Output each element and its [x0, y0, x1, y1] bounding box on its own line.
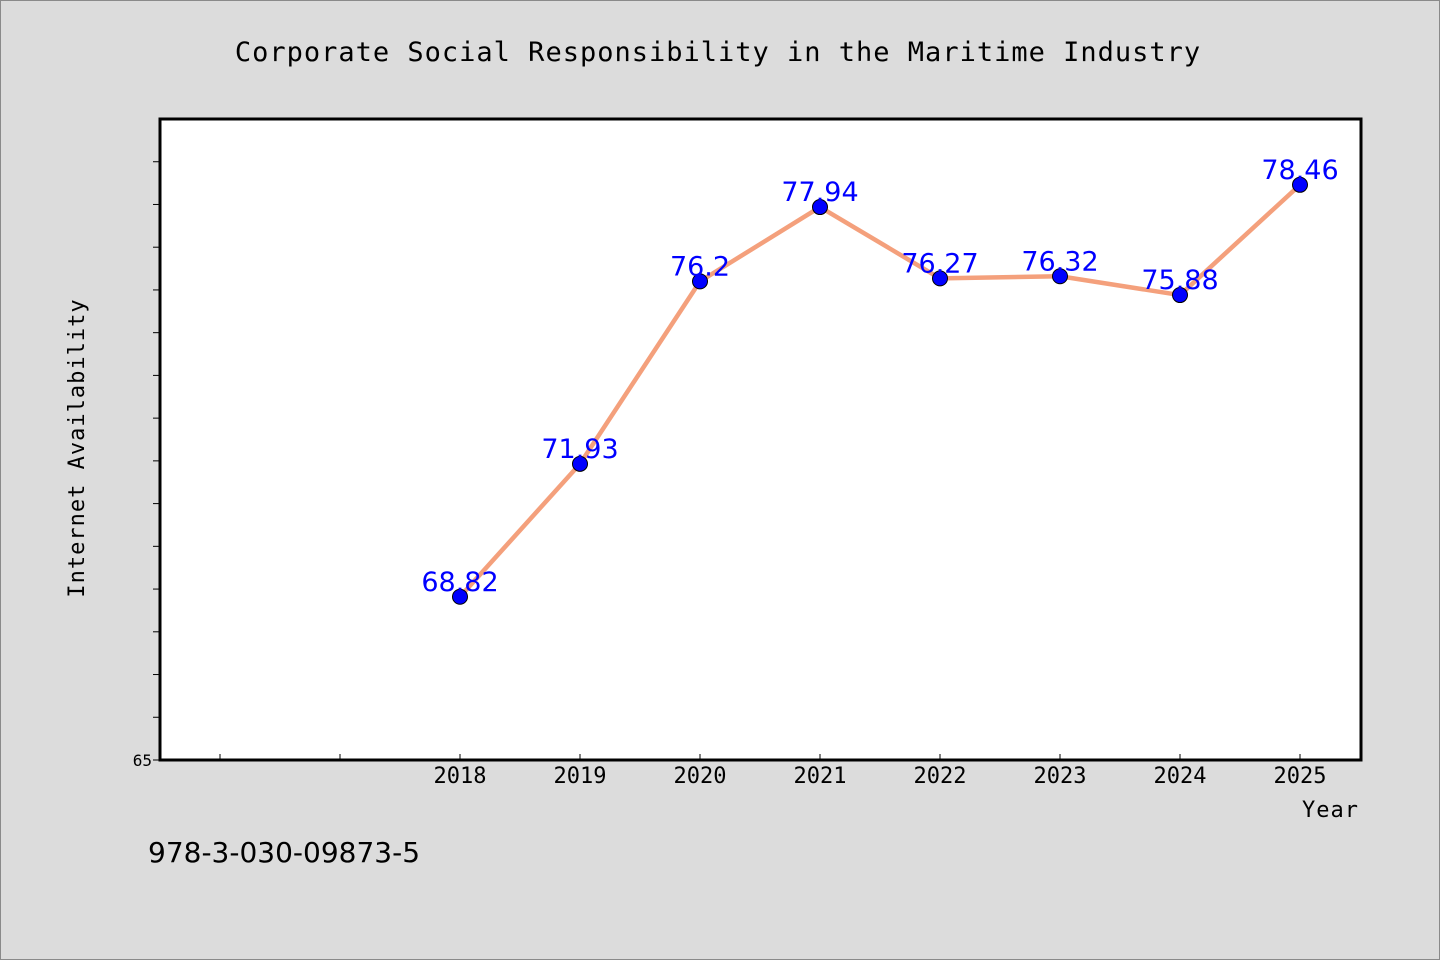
data-label: 71.93	[541, 434, 618, 465]
x-tick-label: 2022	[914, 764, 967, 789]
x-tick-label: 2018	[434, 764, 487, 789]
x-tick-label: 2024	[1154, 764, 1207, 789]
isbn-text: 978-3-030-09873-5	[148, 836, 420, 869]
chart-title: Corporate Social Responsibility in the M…	[235, 37, 1201, 68]
data-point	[1292, 176, 1308, 193]
x-axis-label: Year	[1302, 798, 1359, 823]
data-label: 78.46	[1261, 155, 1338, 186]
plot-area	[158, 117, 1363, 762]
series-layer: 68.82 71.93 76.2 77.94 76.27 76.32 75.88 78.46	[421, 155, 1339, 605]
data-label: 76.27	[901, 248, 978, 279]
data-point	[1172, 287, 1188, 304]
y-axis-label: Internet Availability	[65, 298, 90, 597]
data-label: 76.32	[1021, 246, 1098, 277]
data-point	[692, 273, 708, 290]
x-tick-label: 2023	[1034, 764, 1087, 789]
series-line	[457, 182, 1303, 600]
data-point	[932, 270, 948, 287]
x-tick-label: 2019	[554, 764, 607, 789]
x-tick-label: 2021	[794, 764, 847, 789]
data-label: 68.82	[421, 567, 498, 598]
y-min-tick-label: 65	[133, 751, 152, 770]
data-point	[1052, 268, 1068, 285]
x-axis-ticks: 2018 2019 2020 2021 2022 2023 2024 2025	[219, 754, 1327, 789]
data-label: 75.88	[1141, 265, 1218, 296]
data-label: 76.2	[670, 251, 730, 282]
data-point	[812, 199, 828, 216]
data-point	[572, 455, 588, 472]
x-tick-label: 2020	[674, 764, 727, 789]
y-axis-ticks	[153, 161, 160, 761]
data-label: 77.94	[781, 177, 858, 208]
x-tick-label: 2025	[1274, 764, 1327, 789]
data-point	[452, 588, 468, 605]
